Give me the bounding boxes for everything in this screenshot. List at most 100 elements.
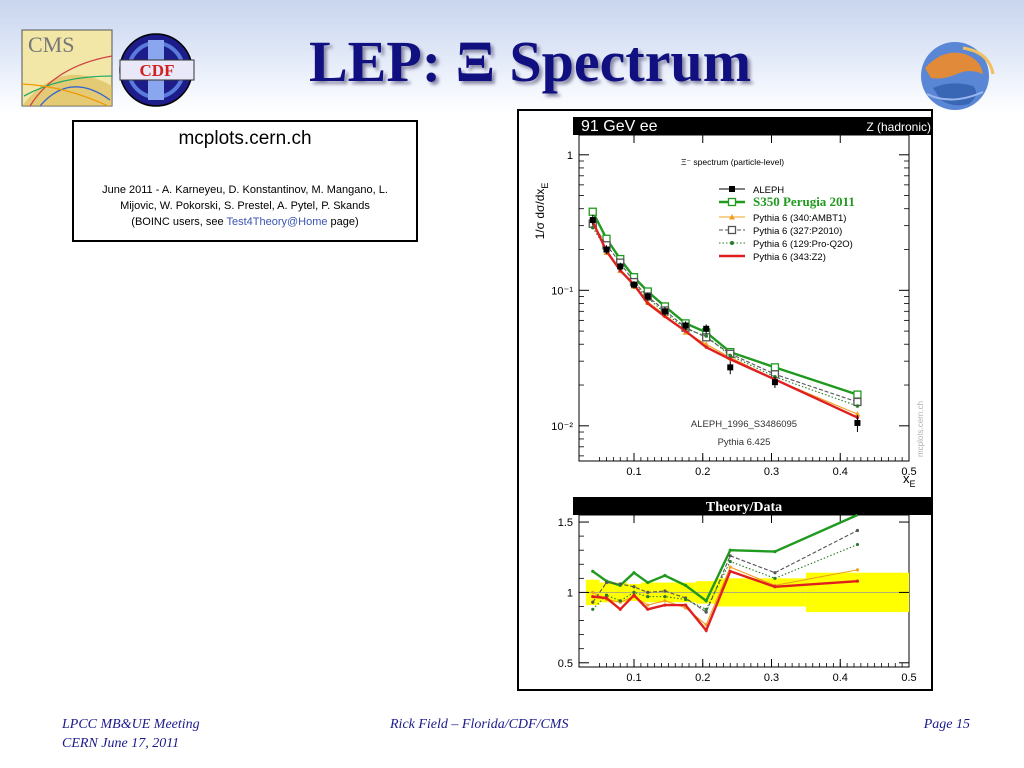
footer-author: Rick Field – Florida/CDF/CMS — [390, 717, 569, 732]
cms-logo: CMS — [20, 26, 116, 110]
ratio-marker — [683, 583, 688, 587]
ratio-marker — [728, 565, 732, 569]
ratio-marker — [663, 599, 667, 603]
test4theory-link[interactable]: Test4Theory@Home — [226, 216, 328, 228]
legend-label: Pythia 6 (327:P2010) — [753, 226, 842, 237]
spectrum-plot: 91 GeV ee Z (hadronic) 0.1 0.2 0.3 0.4 0.5 1 1… — [533, 117, 931, 684]
legend-marker — [729, 214, 735, 220]
ratio-marker — [663, 589, 667, 593]
ratio-marker — [646, 603, 650, 607]
curve-marker — [683, 329, 688, 333]
ratio-marker — [773, 585, 777, 589]
ratio-x-tick-label: 0.3 — [764, 672, 779, 684]
data-point — [589, 217, 596, 224]
ratio-marker — [646, 590, 650, 595]
watermark-text: mcplots.cern.ch — [916, 401, 925, 457]
data-point — [727, 364, 734, 371]
main-x-tick-label: 0.4 — [833, 466, 848, 478]
ratio-marker — [683, 597, 688, 602]
ratio-marker — [683, 603, 688, 607]
ratio-marker — [663, 595, 667, 599]
header-right: Z (hadronic) — [866, 120, 931, 134]
ratio-marker — [855, 568, 860, 572]
ratio-y-tick-label: 1.5 — [558, 517, 573, 529]
main-data-points — [589, 214, 861, 433]
curve-marker — [854, 411, 861, 417]
cdf-logo-text: CDF — [140, 61, 175, 80]
legend-label: Pythia 6 (343:Z2) — [753, 252, 826, 263]
ratio-marker — [704, 628, 708, 633]
ratio-marker — [704, 610, 708, 614]
curve-marker — [590, 225, 595, 230]
ratio-y-tick-label: 0.5 — [558, 658, 573, 670]
credits-text: June 2011 - A. Karneyeu, D. Konstantinov… — [74, 182, 416, 230]
footer-meeting: LPCC MB&UE Meeting — [62, 717, 200, 732]
ratio-marker — [604, 580, 609, 585]
data-point — [771, 379, 778, 386]
ratio-x-tick-label: 0.2 — [695, 672, 710, 684]
main-plot-area — [578, 134, 910, 462]
data-point — [703, 325, 710, 332]
ratio-marker — [704, 599, 708, 603]
ratio-marker — [663, 573, 667, 578]
credits-line-3: (BOINC users, see Test4Theory@Home page) — [74, 214, 416, 230]
ratio-title: Theory/Data — [706, 500, 782, 515]
main-x-tick-label: 0.5 — [901, 466, 916, 478]
x-axis-label: xE — [903, 471, 916, 489]
cms-logo-text: CMS — [28, 32, 74, 57]
plot-title: Ξ⁻ spectrum (particle-level) — [681, 157, 784, 167]
legend-marker — [729, 186, 735, 192]
data-point — [617, 263, 624, 270]
main-x-tick-label: 0.2 — [695, 466, 710, 478]
ratio-marker — [704, 607, 708, 611]
x-axis-label-sub: E — [910, 479, 916, 489]
x-axis-label-main: x — [903, 471, 910, 486]
ratio-marker — [773, 549, 777, 554]
curve-marker — [646, 301, 650, 306]
ratio-curve-pythia-6-327-p2010- — [592, 529, 858, 613]
curve-marker — [704, 345, 708, 349]
y-axis-label-main: 1/σ dσ/dx — [533, 189, 547, 240]
data-point — [661, 308, 668, 315]
main-ticks: 0.1 0.2 0.3 0.4 0.5 1 10⁻¹ 10⁻² — [551, 135, 917, 478]
credits-line-3-pre: (BOINC users, see — [131, 216, 227, 228]
y-axis-label: 1/σ dσ/dxE — [533, 183, 550, 240]
ratio-marker — [632, 571, 636, 575]
main-x-tick-label: 0.3 — [764, 466, 779, 478]
watermark: mcplots.cern.ch — [916, 401, 925, 457]
main-x-tick-label: 0.1 — [626, 466, 641, 478]
credits-line-2: Mijovic, W. Pokorski, S. Prestel, A. Pyt… — [120, 200, 370, 212]
credits-site: mcplots.cern.ch — [178, 128, 312, 149]
legend-label: S350 Perugia 2011 — [753, 194, 855, 209]
svg-text:1/σ dσ/dxE: 1/σ dσ/dxE — [533, 183, 550, 240]
ratio-marker — [646, 580, 650, 585]
ratio-marker — [591, 595, 595, 599]
ratio-marker — [855, 528, 860, 533]
curve-marker — [770, 363, 780, 372]
credits-line-1: June 2011 - A. Karneyeu, D. Konstantinov… — [102, 184, 388, 196]
ratio-marker — [773, 571, 777, 575]
header-bar — [573, 117, 931, 135]
curve-marker — [853, 390, 862, 399]
legend-marker — [730, 241, 734, 245]
ratio-marker — [646, 595, 650, 599]
curve-marker — [588, 207, 597, 216]
data-point — [603, 246, 610, 253]
ratio-marker — [618, 607, 622, 611]
globe-logo — [903, 34, 1013, 114]
ratio-x-tick-label: 0.5 — [901, 672, 916, 684]
credits-line-3-post: page) — [327, 216, 359, 228]
cdf-logo: CDF — [108, 26, 212, 110]
footer-left: LPCC MB&UE Meeting CERN June 17, 2011 — [62, 715, 322, 753]
ratio-ticks: 0.1 0.2 0.3 0.4 0.5 0.5 1 1.5 — [558, 515, 917, 684]
ratio-marker — [855, 579, 860, 583]
legend-marker — [727, 225, 737, 235]
ratio-x-tick-label: 0.1 — [626, 672, 641, 684]
legend-label: Pythia 6 (340:AMBT1) — [753, 213, 846, 224]
data-point — [682, 322, 689, 329]
ratio-marker — [618, 599, 622, 603]
curve-marker — [728, 353, 733, 358]
ratio-marker — [646, 607, 650, 611]
ratio-y-tick-label: 1 — [567, 587, 573, 599]
